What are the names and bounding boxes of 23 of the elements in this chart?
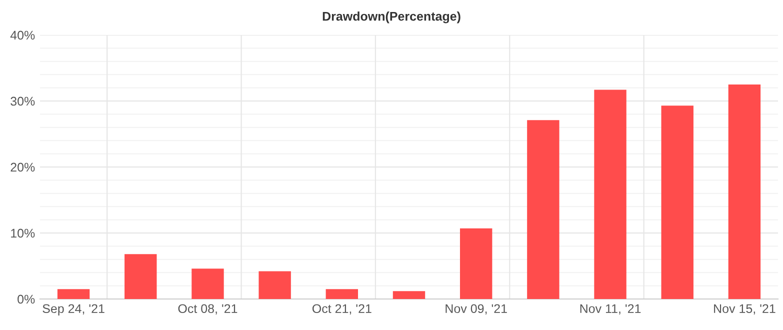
x-tick-label: Nov 11, '21: [580, 304, 641, 315]
bar: [57, 289, 90, 299]
x-tick-label: Oct 08, '21: [178, 304, 238, 315]
x-tick-label: Oct 21, '21: [312, 304, 372, 315]
bar: [192, 268, 224, 299]
y-tick-label: 0%: [18, 294, 35, 304]
y-tick-label: 40%: [10, 30, 35, 40]
bar: [460, 228, 492, 299]
y-tick-label: 10%: [11, 228, 35, 238]
y-tick-label: 20%: [10, 162, 35, 172]
x-tick-label: Nov 09, '21: [446, 304, 507, 315]
y-tick-label: 30%: [10, 96, 35, 106]
bar: [392, 291, 426, 299]
x-tick-label: Sep 24, '21: [42, 304, 104, 316]
bar: [326, 289, 358, 299]
bar: [661, 106, 694, 299]
bar: [728, 84, 761, 299]
bar: [258, 271, 291, 299]
bar: [527, 120, 560, 299]
x-tick-label: Nov 15, '21: [714, 304, 776, 315]
bar: [594, 90, 626, 299]
chart-title: Drawdown(Percentage): [322, 12, 460, 24]
bar: [124, 254, 157, 299]
